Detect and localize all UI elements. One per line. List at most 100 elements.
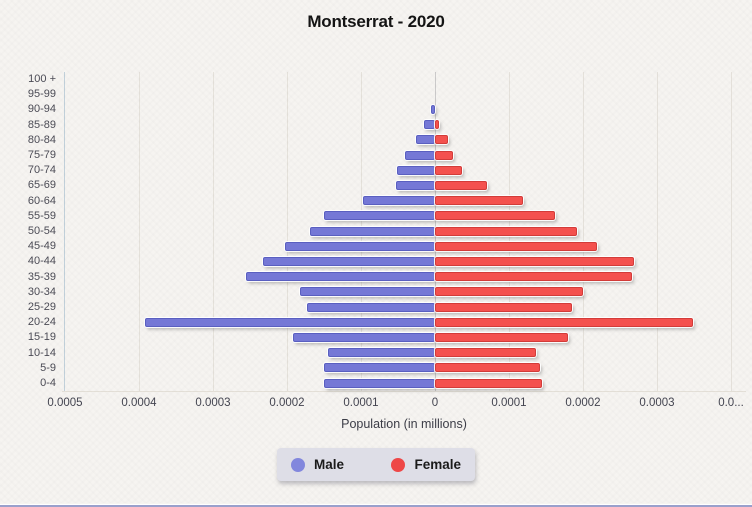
pyramid-row: [62, 239, 746, 254]
female-bar[interactable]: [435, 120, 439, 130]
y-axis-age-labels: 100 + 95-99 90-94 85-89 80-84 75-79 70-74 65-69…: [0, 72, 56, 391]
female-bar[interactable]: [435, 165, 463, 175]
pyramid-row: [62, 102, 746, 117]
female-bar[interactable]: [435, 256, 635, 266]
age-label: 10-14: [27, 346, 56, 359]
pyramid-row: [62, 361, 746, 376]
pyramid-row: [62, 148, 746, 163]
age-label: 30-34: [27, 285, 56, 298]
age-label: 100 +: [28, 73, 56, 85]
male-bar[interactable]: [363, 196, 435, 206]
male-bar[interactable]: [431, 104, 435, 114]
age-label: 25-29: [27, 301, 56, 313]
age-label: 80-84: [27, 133, 56, 146]
female-bar[interactable]: [435, 302, 572, 312]
pyramid-plot-area: [62, 72, 746, 392]
male-bar[interactable]: [309, 226, 435, 236]
pyramid-row: [62, 254, 746, 269]
female-bar[interactable]: [435, 135, 448, 145]
male-bar[interactable]: [405, 150, 435, 160]
male-bar[interactable]: [423, 120, 435, 130]
legend-label-female: Female: [414, 457, 461, 472]
pyramid-row: [62, 330, 746, 345]
age-label: 85-89: [27, 118, 56, 131]
x-tick-label: 0.0001: [491, 397, 527, 409]
age-label: 20-24: [27, 316, 56, 329]
female-bar[interactable]: [435, 196, 524, 206]
age-label: 15-19: [27, 331, 56, 344]
age-label: 40-44: [27, 255, 56, 268]
x-tick-label: 0.0002: [269, 397, 305, 409]
male-bar[interactable]: [395, 180, 435, 190]
female-bar[interactable]: [435, 226, 578, 236]
male-bar[interactable]: [324, 378, 435, 388]
male-bar[interactable]: [284, 241, 435, 251]
x-tick-label: 0.0001: [343, 397, 379, 409]
x-tick-label: 0.0003: [195, 397, 231, 409]
male-bar[interactable]: [263, 256, 435, 266]
age-label: 0-4: [40, 377, 56, 389]
age-label: 55-59: [27, 209, 56, 222]
female-bar[interactable]: [435, 363, 541, 373]
legend-label-male: Male: [314, 457, 345, 472]
pyramid-row: [62, 87, 746, 102]
female-bar[interactable]: [435, 287, 583, 297]
age-label: 45-49: [27, 240, 56, 253]
pyramid-row: [62, 118, 746, 133]
pyramid-row: [62, 346, 746, 361]
male-bar[interactable]: [324, 363, 435, 373]
pyramid-row: [62, 315, 746, 330]
x-tick-label: 0.0002: [565, 397, 601, 409]
male-bar[interactable]: [415, 135, 435, 145]
male-bar[interactable]: [328, 348, 435, 358]
age-label: 70-74: [27, 164, 56, 177]
gridline: [731, 72, 732, 391]
female-swatch-icon: [391, 457, 406, 472]
pyramid-row: [62, 163, 746, 178]
x-axis-tick-labels: 0.0005 0.0004 0.0003 0.0002 0.0001 0 0.0001 0.0…: [47, 397, 752, 411]
female-bar[interactable]: [435, 272, 632, 282]
female-bar[interactable]: [435, 332, 569, 342]
pyramid-row: [62, 209, 746, 224]
pyramid-row: [62, 194, 746, 209]
age-label: 75-79: [27, 149, 56, 161]
age-label: 95-99: [27, 88, 56, 101]
x-tick-label: 0.0003: [639, 397, 675, 409]
female-bar[interactable]: [435, 211, 555, 221]
male-bar[interactable]: [397, 165, 435, 175]
female-bar[interactable]: [435, 241, 598, 251]
gridline: [287, 72, 288, 391]
legend-item-female[interactable]: Female: [391, 457, 461, 472]
male-bar[interactable]: [324, 211, 435, 221]
female-bar[interactable]: [435, 378, 543, 388]
female-bar[interactable]: [435, 348, 537, 358]
x-tick-label: 0.0004: [121, 397, 157, 409]
gridline: [657, 72, 658, 391]
male-bar[interactable]: [300, 287, 435, 297]
pyramid-row: [62, 376, 746, 391]
x-axis-title: Population (in millions): [341, 417, 467, 431]
x-tick-label: 0.0005: [47, 397, 83, 409]
age-label: 60-64: [27, 194, 56, 207]
x-tick-label: 0.0...: [718, 397, 744, 409]
legend: Male Female: [277, 448, 475, 481]
pyramid-row: [62, 224, 746, 239]
male-bar[interactable]: [292, 332, 435, 342]
female-bar[interactable]: [435, 180, 487, 190]
age-label: 50-54: [27, 225, 56, 237]
female-bar[interactable]: [435, 317, 694, 327]
chart-title: Montserrat - 2020: [307, 12, 445, 31]
pyramid-row: [62, 300, 746, 315]
gridline: [213, 72, 214, 391]
pyramid-row: [62, 72, 746, 87]
male-bar[interactable]: [246, 272, 435, 282]
x-tick-label: 0: [431, 397, 439, 409]
pyramid-row: [62, 285, 746, 300]
legend-item-male[interactable]: Male: [291, 457, 344, 472]
female-bar[interactable]: [435, 150, 453, 160]
pyramid-row: [62, 133, 746, 148]
age-label: 35-39: [27, 270, 56, 283]
pyramid-row: [62, 178, 746, 193]
male-bar[interactable]: [144, 317, 435, 327]
male-bar[interactable]: [306, 302, 435, 312]
